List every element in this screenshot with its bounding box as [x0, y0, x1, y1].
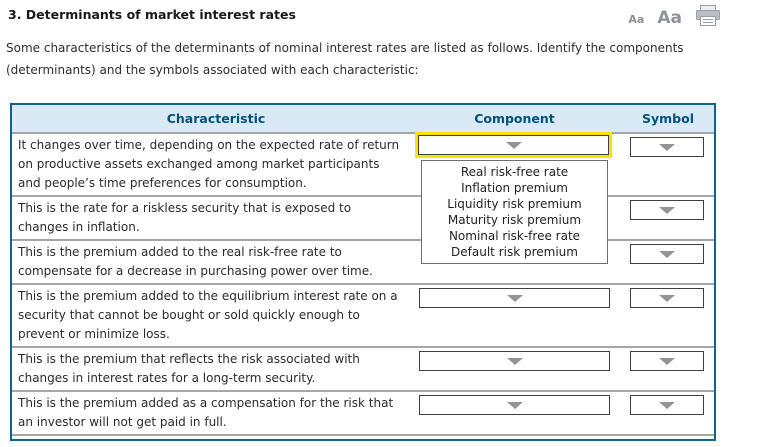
characteristic-line: an investor will not get paid in full.	[18, 415, 227, 429]
characteristic-line: prevent or minimize loss.	[18, 327, 170, 341]
characteristic-text: This is the premium added as a compensat…	[18, 394, 714, 432]
chevron-down-icon	[659, 143, 675, 151]
chevron-down-icon	[506, 294, 523, 302]
font-size-small-button[interactable]: Aa	[628, 13, 645, 26]
table-row: This is the premium added as a compensat…	[12, 390, 714, 434]
chevron-down-icon	[506, 401, 523, 409]
chevron-down-icon	[659, 357, 675, 365]
characteristic-text: It changes over time, depending on the e…	[18, 136, 714, 193]
chevron-down-icon	[505, 141, 522, 149]
characteristic-line: security that cannot be bought or sold q…	[18, 308, 360, 322]
question-intro: Some characteristics of the determinants…	[6, 37, 684, 81]
chevron-down-icon	[659, 294, 675, 302]
chevron-down-icon	[659, 206, 675, 214]
characteristic-text: This is the premium added to the equilib…	[18, 287, 714, 344]
dropdown-option[interactable]: Maturity risk premium	[447, 213, 582, 227]
dropdown-option[interactable]: Inflation premium	[461, 181, 568, 195]
characteristic-line: This is the premium that reflects the ri…	[18, 352, 360, 366]
characteristic-line: on productive assets exchanged among mar…	[18, 157, 380, 171]
table-row: This is the premium that reflects the ri…	[12, 346, 714, 390]
dropdown-option[interactable]: Nominal risk-free rate	[448, 229, 581, 243]
characteristic-line: This is the rate for a riskless security…	[18, 201, 352, 215]
header-controls: Aa Aa	[628, 4, 721, 27]
determinants-table: Characteristic Component Symbol It chang…	[10, 103, 716, 441]
characteristic-line: compensate for a decrease in purchasing …	[18, 264, 373, 278]
characteristic-line: and people’s time preferences for consum…	[18, 176, 307, 190]
characteristic-line: changes in interest rates for a long-ter…	[18, 371, 316, 385]
table-row: This is the premium added to the real ri…	[12, 239, 714, 283]
characteristic-line: changes in inflation.	[18, 220, 140, 234]
symbol-dropdown[interactable]	[630, 244, 704, 264]
symbol-dropdown[interactable]	[630, 288, 704, 308]
characteristic-line: This is the premium added to the equilib…	[18, 289, 398, 303]
characteristic-line: This is the premium added as a compensat…	[18, 396, 394, 410]
table-header: Characteristic Component Symbol	[12, 105, 714, 132]
dropdown-option[interactable]: Default risk premium	[451, 245, 578, 259]
characteristic-text: This is the premium added to the real ri…	[18, 243, 714, 281]
component-dropdown[interactable]	[419, 288, 610, 308]
chevron-down-icon	[659, 401, 675, 409]
characteristic-text: This is the rate for a riskless security…	[18, 199, 714, 237]
symbol-dropdown[interactable]	[630, 395, 704, 415]
component-options-list: Real risk-free rate Inflation premium Li…	[421, 160, 608, 264]
component-dropdown[interactable]	[419, 395, 610, 415]
column-header-symbol: Symbol	[642, 111, 694, 126]
component-dropdown-highlight	[415, 132, 612, 158]
component-dropdown[interactable]	[419, 351, 610, 371]
table-row: This is the rate for a riskless security…	[12, 195, 714, 239]
page-title: 3. Determinants of market interest rates	[8, 7, 296, 22]
column-header-characteristic: Characteristic	[166, 111, 266, 126]
table-row: It changes over time, depending on the e…	[12, 132, 714, 264]
table-row: This is the premium added to the equilib…	[12, 283, 714, 346]
symbol-dropdown[interactable]	[630, 351, 704, 371]
chevron-down-icon	[506, 357, 523, 365]
component-dropdown[interactable]	[418, 135, 609, 155]
dropdown-option[interactable]: Real risk-free rate	[460, 165, 569, 179]
printer-icon[interactable]	[695, 4, 721, 27]
intro-line: Some characteristics of the determinants…	[6, 41, 684, 55]
symbol-dropdown[interactable]	[630, 200, 704, 220]
intro-line: (determinants) and the symbols associate…	[6, 63, 419, 77]
chevron-down-icon	[659, 250, 675, 258]
dropdown-option[interactable]: Liquidity risk premium	[447, 197, 582, 211]
symbol-dropdown[interactable]	[630, 137, 704, 157]
table-bottom-rule	[12, 434, 714, 439]
column-header-component: Component	[474, 111, 555, 126]
characteristic-line: This is the premium added to the real ri…	[18, 245, 342, 259]
characteristic-line: It changes over time, depending on the e…	[18, 138, 400, 152]
font-size-large-button[interactable]: Aa	[657, 8, 682, 28]
characteristic-text: This is the premium that reflects the ri…	[18, 350, 714, 388]
